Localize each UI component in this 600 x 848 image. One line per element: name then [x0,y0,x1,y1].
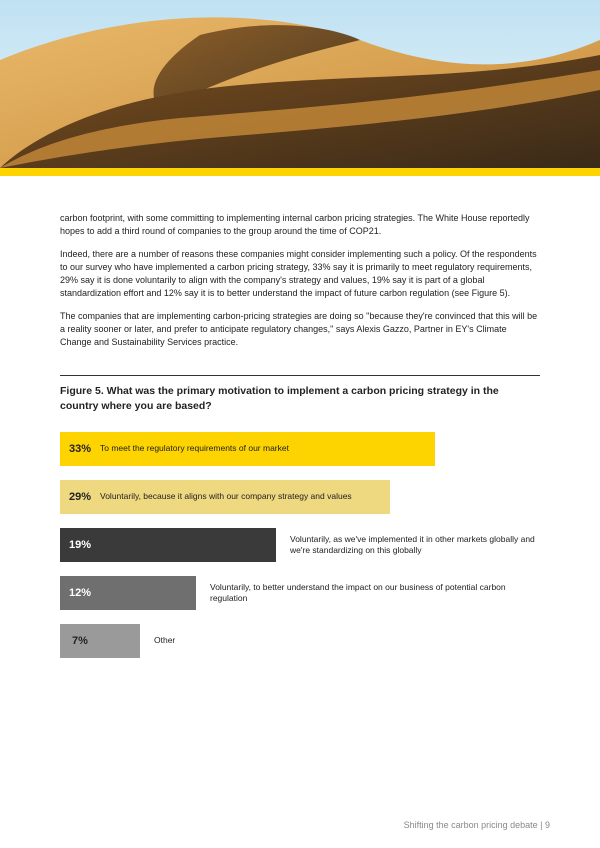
figure-title: Figure 5. What was the primary motivatio… [60,384,540,413]
bar: 33%To meet the regulatory requirements o… [60,432,435,466]
bar-label: Voluntarily, because it aligns with our … [100,491,362,502]
paragraph: carbon footprint, with some committing t… [60,212,540,238]
page-footer: Shifting the carbon pricing debate | 9 [404,820,550,830]
bar-label: To meet the regulatory requirements of o… [100,443,299,454]
bar-row: 19% Voluntarily, as we've implemented it … [60,528,540,562]
hero-image [0,0,600,168]
bar-row: 12% Voluntarily, to better understand the… [60,576,540,610]
paragraph: The companies that are implementing carb… [60,310,540,349]
bar-row: 29%Voluntarily, because it aligns with o… [60,480,540,514]
bar-percent: 12% [60,587,100,599]
bar-percent: 29% [60,491,100,503]
article-body: carbon footprint, with some committing t… [0,176,600,658]
bar: 12% [60,576,196,610]
bar-chart: 33%To meet the regulatory requirements o… [60,432,540,658]
bar-percent: 33% [60,443,100,455]
bar: 19% [60,528,276,562]
bar-percent: 19% [60,539,100,551]
bar: 7% [60,624,140,658]
dune-illustration [0,0,600,168]
bar-label: Voluntarily, as we've implemented it in … [290,534,540,556]
accent-bar [0,168,600,176]
bar-label: Voluntarily, to better understand the im… [210,582,540,604]
bar-row: 33%To meet the regulatory requirements o… [60,432,540,466]
bar-percent: 7% [60,635,100,647]
bar-label: Other [154,635,175,646]
bar-row: 7% Other [60,624,540,658]
bar: 29%Voluntarily, because it aligns with o… [60,480,390,514]
divider [60,375,540,376]
paragraph: Indeed, there are a number of reasons th… [60,248,540,300]
